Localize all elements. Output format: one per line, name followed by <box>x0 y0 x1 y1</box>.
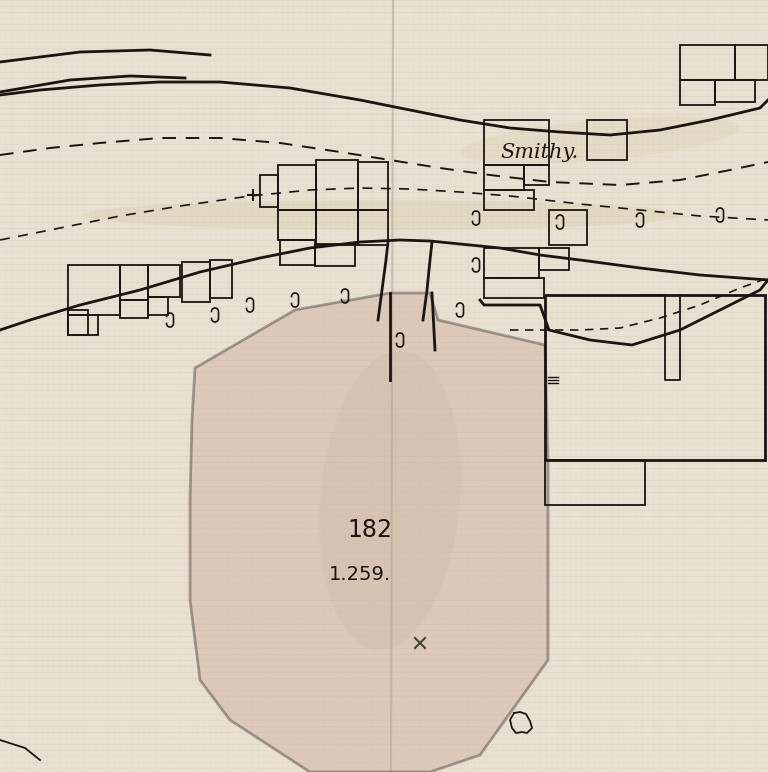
Bar <box>524 165 549 185</box>
Bar <box>278 165 316 210</box>
Bar <box>280 240 315 265</box>
Bar <box>260 175 278 207</box>
Text: Smithy.: Smithy. <box>500 143 578 161</box>
Bar <box>484 190 534 210</box>
Bar <box>278 210 316 240</box>
Bar <box>680 80 715 105</box>
Bar <box>182 262 210 302</box>
Bar <box>549 210 587 245</box>
Bar <box>120 265 148 300</box>
Bar <box>358 162 388 210</box>
Bar <box>68 265 120 315</box>
Polygon shape <box>190 293 548 772</box>
Bar <box>484 165 524 190</box>
Bar <box>358 210 388 245</box>
Bar <box>148 265 180 297</box>
Bar <box>545 460 645 505</box>
Bar <box>120 300 148 318</box>
Bar <box>680 45 735 80</box>
Bar <box>484 278 544 298</box>
Bar <box>735 45 768 80</box>
Bar <box>315 244 355 266</box>
Bar <box>316 160 358 210</box>
Bar <box>539 248 569 270</box>
Ellipse shape <box>84 200 684 230</box>
Bar <box>68 310 88 335</box>
Bar <box>587 120 627 160</box>
Bar <box>68 315 98 335</box>
Bar <box>715 80 755 102</box>
Text: 182: 182 <box>347 518 392 542</box>
Bar <box>210 260 232 298</box>
Ellipse shape <box>461 117 740 164</box>
Text: 1.259.: 1.259. <box>329 566 391 584</box>
Ellipse shape <box>319 350 461 649</box>
Bar <box>316 210 358 245</box>
Bar <box>545 295 765 460</box>
Bar <box>148 297 168 315</box>
Bar <box>484 120 549 165</box>
Bar <box>484 248 539 278</box>
